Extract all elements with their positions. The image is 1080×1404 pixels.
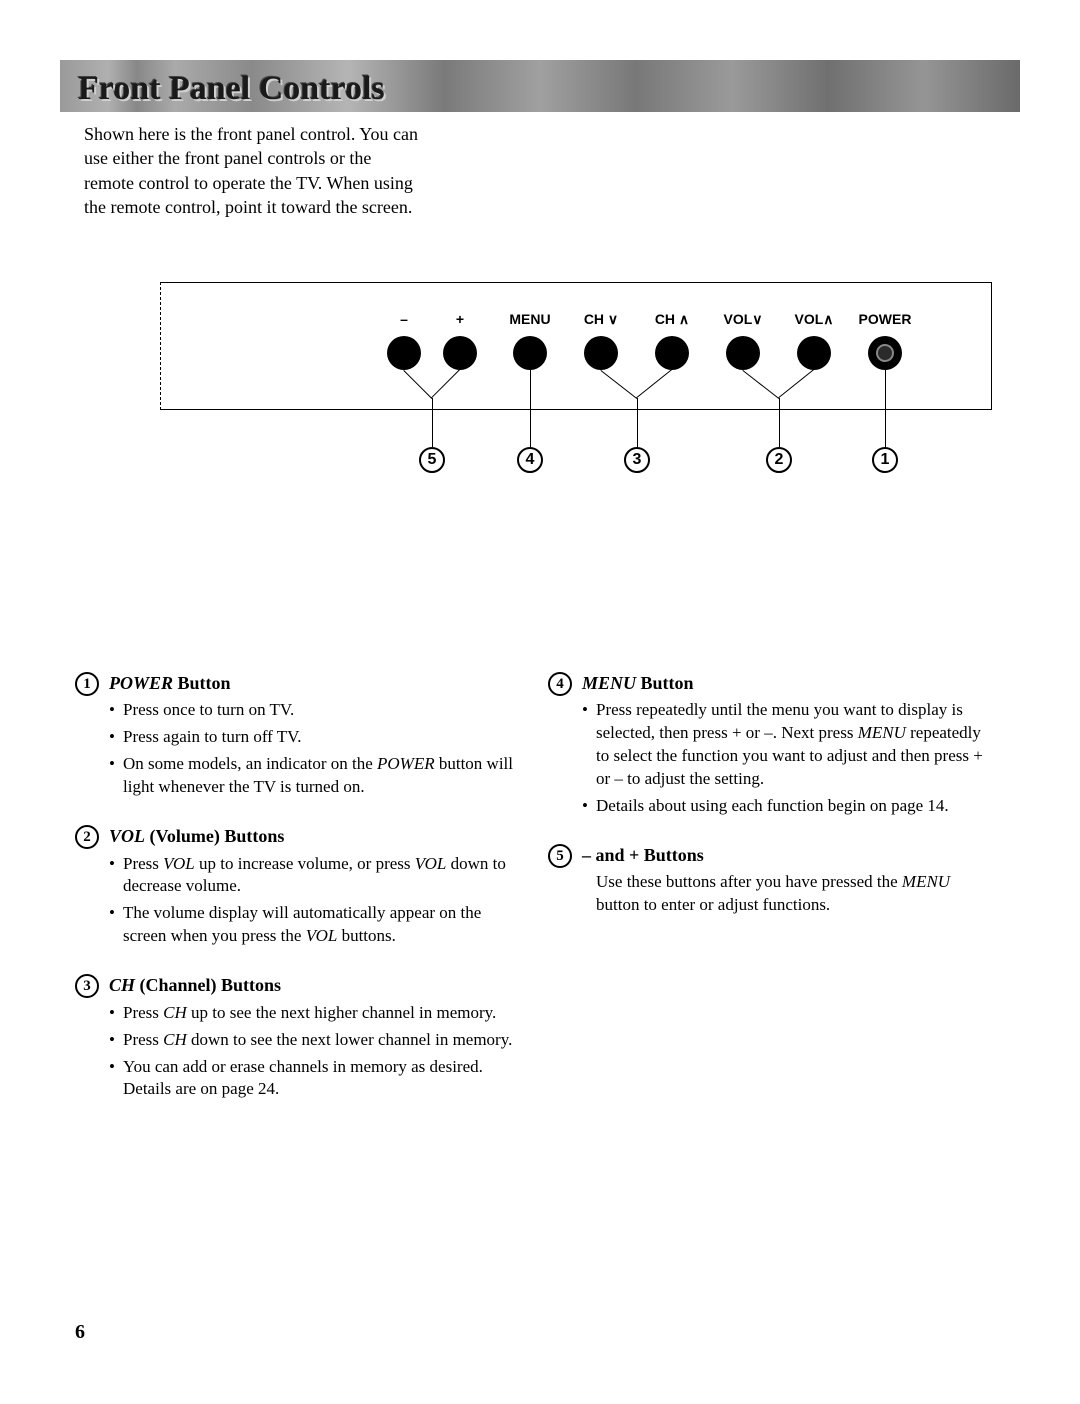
power-button-icon [868, 336, 902, 370]
section-title: POWER Button [109, 672, 513, 695]
page-number: 6 [75, 1321, 85, 1344]
panel-button-icon [513, 336, 547, 370]
bullet-item: Press CH up to see the next higher chann… [123, 1002, 513, 1025]
panel-button-icon [797, 336, 831, 370]
diagram-callout: 3 [624, 447, 650, 473]
panel-label: POWER [859, 311, 912, 327]
section-title: CH (Channel) Buttons [109, 974, 513, 997]
description-section: 4 MENU Button Press repeatedly until the m… [548, 672, 986, 818]
panel-label: + [456, 311, 464, 327]
panel-label: CH ∧ [655, 311, 689, 328]
descriptions-left-column: 1POWER ButtonPress once to turn on TV.Pr… [75, 672, 513, 1127]
description-section: 3 CH (Channel) Buttons Press CH up to see … [75, 974, 513, 1101]
panel-button-icon [443, 336, 477, 370]
bullet-item: On some models, an indicator on the POWE… [123, 753, 513, 799]
section-bullets: Press CH up to see the next higher chann… [109, 1002, 513, 1102]
section-title: Front Panel Controls [78, 70, 385, 108]
panel-button-icon [655, 336, 689, 370]
description-section: 5 – and + Buttons Use these buttons after … [548, 844, 986, 917]
panel-label: CH ∨ [584, 311, 618, 328]
section-title: VOL (Volume) Buttons [109, 825, 513, 848]
section-number-icon: 1 [75, 672, 99, 696]
section-number-icon: 4 [548, 672, 572, 696]
callout-line [885, 370, 886, 447]
section-bullets: Press repeatedly until the menu you want… [582, 699, 986, 818]
section-number-icon: 3 [75, 974, 99, 998]
diagram-callout: 2 [766, 447, 792, 473]
section-number-icon: 2 [75, 825, 99, 849]
diagram-callout: 4 [517, 447, 543, 473]
description-section: 1POWER ButtonPress once to turn on TV.Pr… [75, 672, 513, 799]
section-bullets: Press once to turn on TV. Press again to … [109, 699, 513, 799]
intro-paragraph: Shown here is the front panel control. Y… [84, 122, 424, 219]
bullet-item: Press CH down to see the next lower chan… [123, 1029, 513, 1052]
panel-outline [160, 282, 992, 410]
bullet-item: You can add or erase channels in memory … [123, 1056, 513, 1102]
bullet-item: Press again to turn off TV. [123, 726, 513, 749]
panel-label: – [400, 311, 408, 327]
panel-label: VOL∧ [794, 311, 833, 328]
section-title: MENU Button [582, 672, 986, 695]
panel-button-icon [387, 336, 421, 370]
bullet-item: Press repeatedly until the menu you want… [596, 699, 986, 791]
bullet-item: Press VOL up to increase volume, or pres… [123, 853, 513, 899]
callout-line [637, 398, 638, 447]
section-title: – and + Buttons [582, 844, 986, 867]
section-number-icon: 5 [548, 844, 572, 868]
diagram-callout: 1 [872, 447, 898, 473]
bullet-item: Press once to turn on TV. [123, 699, 513, 722]
bullet-item: The volume display will automatically ap… [123, 902, 513, 948]
panel-button-icon [584, 336, 618, 370]
description-section: 2 VOL (Volume) Buttons Press VOL up to inc… [75, 825, 513, 948]
section-body: Use these buttons after you have pressed… [582, 871, 986, 917]
section-header-band: Front Panel Controls [60, 60, 1020, 112]
section-bullets: Press VOL up to increase volume, or pres… [109, 853, 513, 949]
diagram-callout: 5 [419, 447, 445, 473]
callout-line [779, 398, 780, 447]
bullet-item: Details about using each function begin … [596, 795, 986, 818]
panel-button-icon [726, 336, 760, 370]
panel-label: MENU [509, 311, 550, 327]
descriptions-right-column: 4 MENU Button Press repeatedly until the m… [548, 672, 986, 943]
callout-line [432, 398, 433, 447]
panel-label: VOL∨ [723, 311, 762, 328]
callout-line [530, 370, 531, 447]
